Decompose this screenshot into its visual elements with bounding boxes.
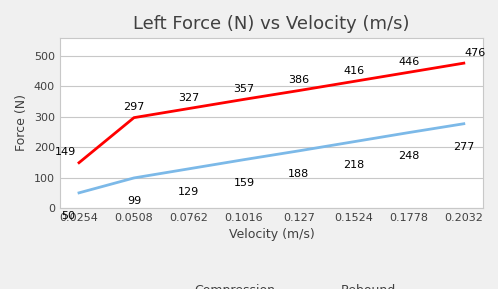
Compression [131, 176, 137, 180]
Text: 446: 446 [398, 57, 419, 67]
Compression [296, 149, 302, 153]
Text: 357: 357 [234, 84, 254, 94]
Text: 248: 248 [398, 151, 419, 161]
Text: 188: 188 [288, 169, 310, 179]
Rebound [76, 161, 82, 164]
Text: 159: 159 [234, 178, 254, 188]
Text: 476: 476 [464, 48, 486, 58]
Compression [186, 167, 192, 171]
Rebound [241, 98, 247, 101]
Legend: Compression, Rebound: Compression, Rebound [141, 279, 401, 289]
Text: 277: 277 [453, 142, 475, 152]
Text: 297: 297 [124, 102, 144, 112]
Rebound [296, 89, 302, 92]
Line: Rebound: Rebound [79, 63, 464, 163]
Line: Compression: Compression [79, 124, 464, 193]
Rebound [406, 71, 412, 74]
Compression [241, 158, 247, 161]
Title: Left Force (N) vs Velocity (m/s): Left Force (N) vs Velocity (m/s) [133, 15, 410, 33]
Text: 416: 416 [343, 66, 365, 76]
Compression [351, 140, 357, 143]
Text: 327: 327 [178, 93, 200, 103]
Compression [461, 122, 467, 125]
Compression [76, 191, 82, 194]
Text: 149: 149 [54, 147, 76, 157]
Text: 129: 129 [178, 187, 200, 197]
Rebound [131, 116, 137, 119]
Text: 386: 386 [288, 75, 309, 85]
Rebound [461, 62, 467, 65]
Text: 218: 218 [343, 160, 365, 170]
Text: 50: 50 [61, 211, 75, 221]
Rebound [351, 80, 357, 83]
Rebound [186, 107, 192, 110]
Y-axis label: Force (N): Force (N) [15, 94, 28, 151]
Text: 99: 99 [127, 196, 141, 206]
X-axis label: Velocity (m/s): Velocity (m/s) [229, 229, 314, 242]
Compression [406, 131, 412, 134]
